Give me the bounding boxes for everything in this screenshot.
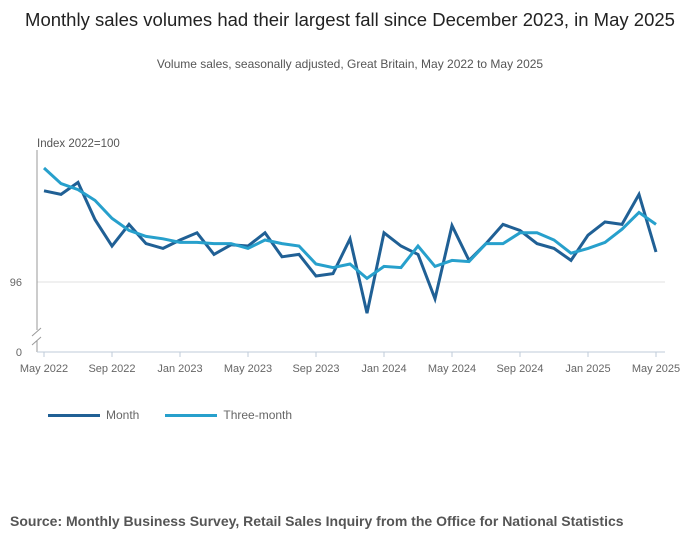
x-tick-label: May 2025: [632, 363, 680, 375]
legend-swatch-month: [48, 413, 100, 417]
legend-item-three-month[interactable]: Three-month: [165, 408, 292, 422]
y-tick-label: 0: [16, 347, 22, 359]
x-tick-label: Sep 2022: [88, 363, 135, 375]
source-note: Source: Monthly Business Survey, Retail …: [10, 513, 624, 529]
legend: Month Three-month: [48, 408, 318, 422]
x-tick-label: Jan 2025: [565, 363, 610, 375]
chart-title: Monthly sales volumes had their largest …: [25, 9, 675, 30]
series-layer: [42, 166, 658, 314]
axis-break-mark-bottom: [31, 336, 42, 346]
y-tick-label: 96: [10, 277, 22, 289]
x-tick-label: May 2022: [20, 363, 68, 375]
x-tick-label: Jan 2023: [157, 363, 202, 375]
x-tick-label: May 2023: [224, 363, 272, 375]
line-chart: Index 2022=100 0 96 May 2022 Sep 2022 Jan 2…: [10, 138, 680, 375]
y-axis-title: Index 2022=100: [37, 138, 120, 150]
series-line-three-month: [42, 166, 657, 281]
x-tick-label: Jan 2024: [361, 363, 406, 375]
legend-item-month[interactable]: Month: [48, 408, 139, 422]
legend-swatch-three-month: [165, 413, 218, 417]
legend-label-month: Month: [106, 408, 140, 422]
x-tick-label: Sep 2024: [496, 363, 543, 375]
x-tick-label: May 2024: [428, 363, 476, 375]
x-axis-labels: May 2022 Sep 2022 Jan 2023 May 2023 Sep 2023…: [20, 352, 680, 375]
x-tick-label: Sep 2023: [292, 363, 339, 375]
axis-layer: 0 96: [10, 150, 665, 359]
axis-break-mark-top: [31, 327, 42, 337]
chart-subtitle: Volume sales, seasonally adjusted, Great…: [156, 57, 544, 71]
legend-label-three-month: Three-month: [223, 408, 293, 422]
